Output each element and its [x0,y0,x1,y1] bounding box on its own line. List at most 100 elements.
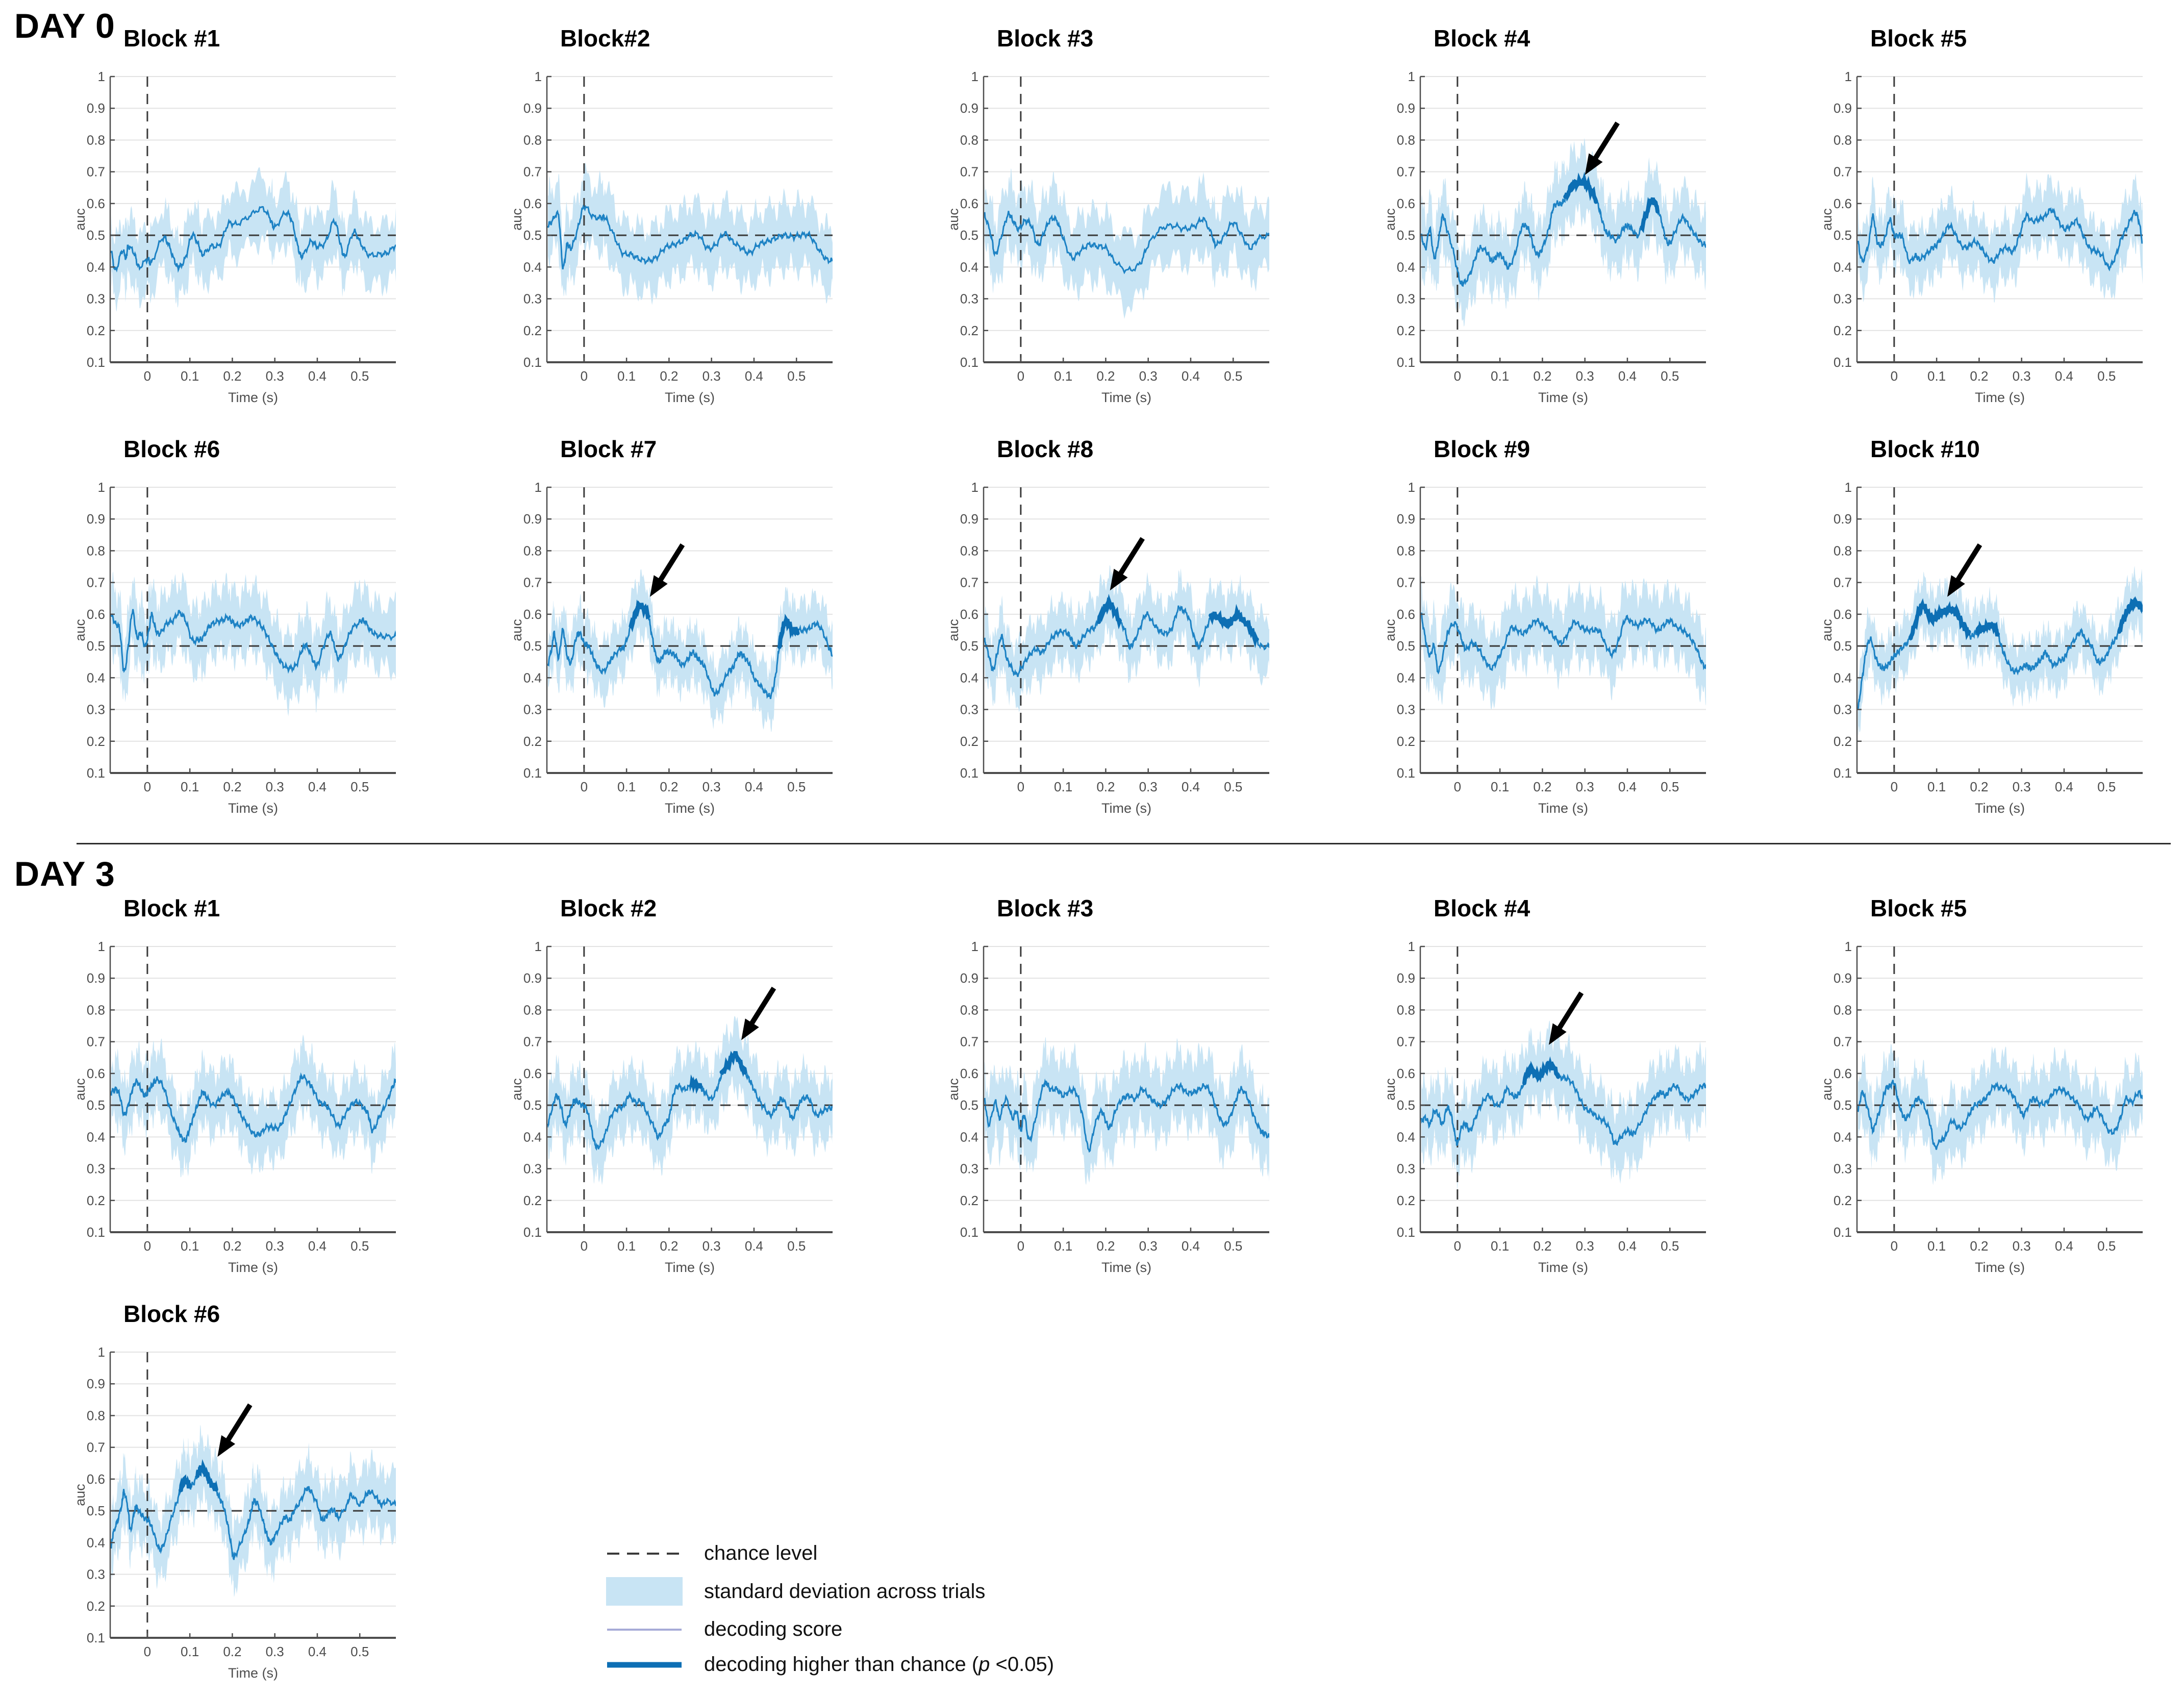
x-tick-label: 0.4 [1618,779,1637,794]
y-axis-title: auc [1387,208,1398,231]
y-tick-label: 0.5 [523,228,542,243]
x-tick-label: 0.2 [1970,779,1988,794]
panel-day-0-block-5: Block #5 0.1 0.2 0.3 0.4 0.5 0.6 0.7 0.8 0.9 1 0 0.1… [1823,24,2180,408]
decoding-score-line [547,204,833,270]
panel-day-0-block-9: Block #9 0.1 0.2 0.3 0.4 0.5 0.6 0.7 0.8 0.9 1 0 0.1… [1387,435,1744,819]
y-tick-label: 0.5 [960,638,978,654]
x-tick-label: 0 [1454,368,1461,384]
y-tick-label: 0.8 [1397,1002,1415,1017]
x-axis-title: Time (s) [1538,801,1588,816]
x-tick-label: 0.3 [1576,1238,1594,1254]
y-tick-label: 0.7 [87,164,105,180]
y-tick-label: 0.6 [1397,1066,1415,1081]
x-tick-label: 0.5 [787,779,806,794]
y-tick-label: 0.7 [960,1034,978,1050]
x-tick-label: 0.4 [2055,779,2073,794]
panel-title-day-3-block-5: Block #5 [1870,895,1967,921]
x-axis-title: Time (s) [665,801,715,816]
y-tick-label: 0.7 [1834,575,1852,590]
panel-day-0-block-2: Block#2 0.1 0.2 0.3 0.4 0.5 0.6 0.7 0.8 0.9 1 0 0.1 0… [513,24,870,408]
x-tick-label: 0.3 [702,779,721,794]
y-tick-label: 0.3 [87,702,105,717]
x-tick-label: 0.2 [223,1644,241,1659]
x-tick-label: 0.3 [2013,368,2031,384]
x-axis-title: Time (s) [1538,1260,1588,1275]
y-tick-label: 0.1 [523,765,542,781]
x-tick-label: 0.2 [1533,368,1551,384]
significance-arrow-icon [1110,537,1145,591]
y-tick-label: 0.1 [523,355,542,370]
x-tick-label: 0.1 [617,368,636,384]
day3-label: DAY 3 [14,855,115,893]
x-tick-label: 0.1 [181,779,199,794]
x-tick-label: 0.3 [2013,779,2031,794]
plot-day-0-block-10: 0.1 0.2 0.3 0.4 0.5 0.6 0.7 0.8 0.9 1 0 0.1 0.2 0.3 0.… [1823,482,2143,816]
x-tick-label: 0.1 [617,1238,636,1254]
y-tick-label: 0.4 [1397,259,1415,274]
panel-day-3-block-2: Block #2 0.1 0.2 0.3 0.4 0.5 0.6 0.7 0.8 0.9 1 0 0.1… [513,894,870,1278]
x-tick-label: 0.3 [266,1644,284,1659]
y-axis-title: auc [1387,1078,1398,1101]
decoding-score-line [547,1051,833,1151]
section-divider [77,843,2171,844]
y-tick-label: 0.5 [87,1097,105,1113]
panel-title-day-0-block-8: Block #8 [997,436,1094,462]
x-tick-label: 0.4 [745,779,763,794]
y-tick-label: 0.5 [1834,638,1852,654]
significant-segment-line [719,1051,747,1077]
x-axis-title: Time (s) [1538,390,1588,405]
legend-label-standard-deviation: standard deviation across trials [704,1580,986,1603]
x-axis-title: Time (s) [228,1260,278,1275]
y-tick-label: 0.2 [1397,1193,1415,1208]
y-tick-label: 0.3 [960,291,978,307]
panel-title-day-0-block-9: Block #9 [1434,436,1530,462]
plot-day-0-block-7: 0.1 0.2 0.3 0.4 0.5 0.6 0.7 0.8 0.9 1 0 0.1 0.2 0.3 0.… [513,482,833,816]
x-tick-label: 0.5 [1224,1238,1242,1254]
y-axis-title: auc [950,619,961,641]
y-tick-label: 0.6 [523,196,542,211]
y-axis-title: auc [77,1484,88,1506]
significant-segment-line [689,1074,702,1094]
y-tick-label: 0.8 [1397,132,1415,147]
y-tick-label: 0.6 [1397,607,1415,622]
y-tick-label: 1 [535,71,542,84]
x-axis-title: Time (s) [1975,390,2025,405]
y-tick-label: 1 [98,71,105,84]
plot-day-0-block-9: 0.1 0.2 0.3 0.4 0.5 0.6 0.7 0.8 0.9 1 0 0.1 0.2 0.3 0.… [1387,482,1706,816]
x-tick-label: 0.5 [1224,779,1242,794]
significance-arrow-icon [1548,991,1584,1045]
plot-day-3-block-6: 0.1 0.2 0.3 0.4 0.5 0.6 0.7 0.8 0.9 1 0 0.1 0.2 0.3 0.… [77,1347,396,1681]
thin-line-swatch [606,1627,683,1632]
y-tick-label: 0.4 [87,1129,105,1144]
y-axis-title: auc [513,619,524,641]
y-tick-label: 0.2 [523,734,542,749]
y-tick-label: 1 [1845,482,1852,495]
y-tick-label: 0.7 [87,1440,105,1455]
x-tick-label: 0 [1017,779,1024,794]
x-axis-title: Time (s) [1101,1260,1151,1275]
y-tick-label: 0.5 [87,638,105,654]
x-tick-label: 0.2 [1533,1238,1551,1254]
decoding-score-line [110,1072,396,1143]
y-tick-label: 0.7 [523,1034,542,1050]
y-tick-label: 0.9 [87,970,105,986]
y-tick-label: 0.3 [1834,1161,1852,1177]
panel-title-day-0-block-10: Block #10 [1870,436,1980,462]
y-axis-title: auc [77,208,88,231]
panel-day-0-block-8: Block #8 0.1 0.2 0.3 0.4 0.5 0.6 0.7 0.8 0.9 1 0 0.1… [950,435,1307,819]
panel-title-day-0-block-5: Block #5 [1870,25,1967,52]
legend-label-decoding-higher-than-chance: decoding higher than chance (p <0.05) [704,1653,1055,1676]
y-tick-label: 0.7 [1397,1034,1415,1050]
plot-day-3-block-5: 0.1 0.2 0.3 0.4 0.5 0.6 0.7 0.8 0.9 1 0 0.1 0.2 0.3 0.… [1823,941,2143,1275]
x-tick-label: 0 [144,779,151,794]
y-tick-label: 0.3 [87,1161,105,1177]
y-tick-label: 0.4 [1834,259,1852,274]
plot-day-3-block-4: 0.1 0.2 0.3 0.4 0.5 0.6 0.7 0.8 0.9 1 0 0.1 0.2 0.3 0.… [1387,941,1706,1275]
decoding-score-line [110,206,396,273]
y-tick-label: 0.3 [1397,291,1415,307]
y-tick-label: 0.4 [1397,670,1415,685]
y-tick-label: 0.7 [87,575,105,590]
panel-title-day-0-block-6: Block #6 [123,436,220,462]
y-tick-label: 0.4 [960,1129,978,1144]
x-tick-label: 0.3 [1576,779,1594,794]
